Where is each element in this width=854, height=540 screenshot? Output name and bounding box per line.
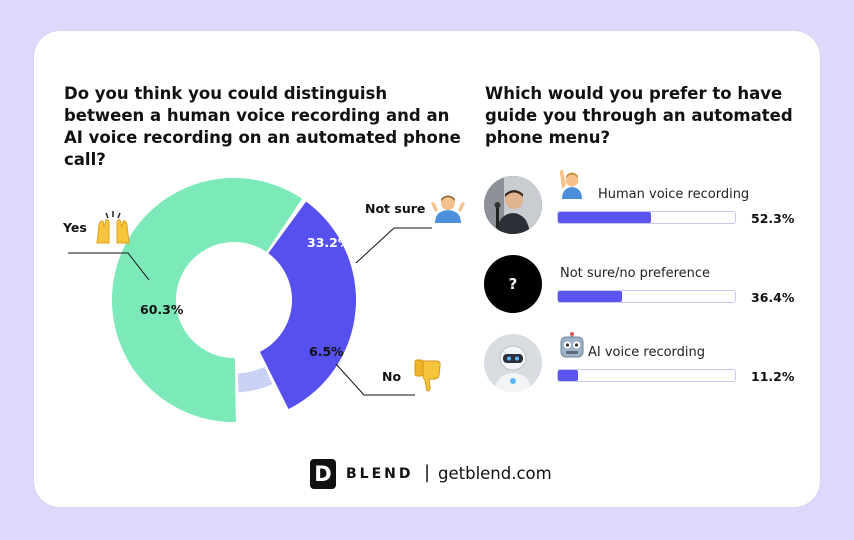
person-raising-hand-icon [560,169,582,199]
infographic-card: Do you think you could distinguish betwe… [34,31,820,507]
slice-value-not-sure: 33.2% [307,235,351,250]
question-2-title: Which would you prefer to have guide you… [485,84,793,147]
slice-value-yes: 60.3% [140,302,184,317]
option-value-human: 52.3% [751,211,795,226]
leader-line-not-sure [355,227,432,264]
option-value-ai: 11.2% [751,369,795,384]
slice-label-yes: Yes [63,220,87,235]
bar-track-human [557,211,736,224]
leader-line-no [335,363,415,396]
option-value-not-sure: 36.4% [751,290,795,305]
option-label-human: Human voice recording [598,187,750,202]
bar-fill-ai [558,370,578,381]
leader-line-yes [68,252,150,281]
donut-slice-yes [111,177,303,422]
footer-separator: | [424,462,431,483]
donut-chart [68,177,432,422]
brand-name: BLEND [346,466,414,482]
robot-icon [560,332,584,358]
raising-hands-icon [96,211,130,244]
shrugging-person-icon [431,195,465,223]
bar-fill-not-sure [558,291,623,302]
slice-value-no: 6.5% [309,344,344,359]
option-label-not-sure: Not sure/no preference [560,266,711,281]
footer-website[interactable]: getblend.com [438,464,552,483]
thumbs-down-icon [414,359,441,392]
human-avatar [484,176,542,234]
bar-track-ai [557,369,736,382]
unsure-avatar: ? [484,255,542,313]
slice-label-no: No [382,369,402,384]
blend-logo: D [310,459,336,489]
bar-fill-human [558,212,651,223]
ai-avatar [484,334,542,392]
question-1-title: Do you think you could distinguish betwe… [64,84,461,169]
option-label-ai: AI voice recording [588,345,706,360]
bar-track-not-sure [557,290,736,303]
donut-slice-not-sure [259,201,356,410]
donut-slice-no [237,366,273,393]
slice-label-not-sure: Not sure [365,201,426,216]
